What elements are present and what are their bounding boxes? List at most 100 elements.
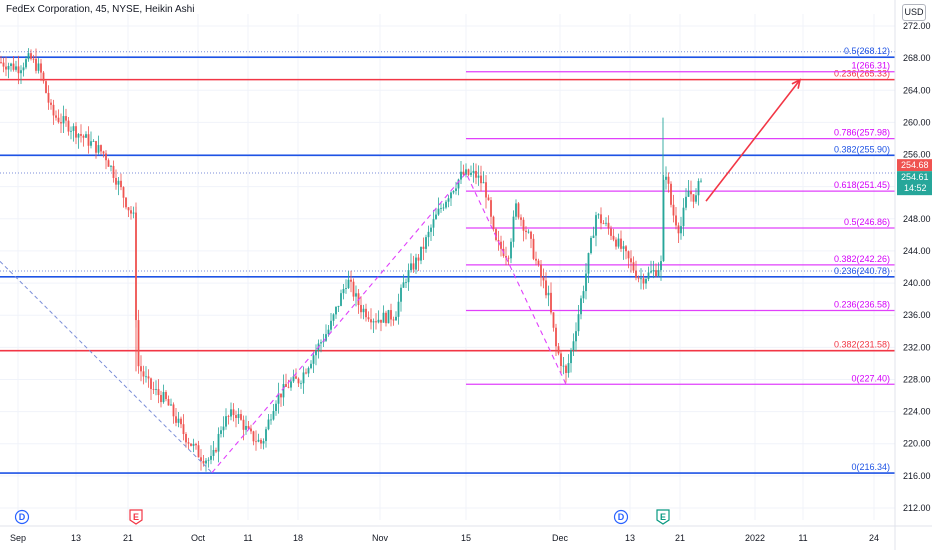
candle-body bbox=[662, 179, 665, 262]
candle-body bbox=[207, 459, 210, 461]
candle-body bbox=[170, 404, 172, 406]
zigzag-dashed-magenta[interactable] bbox=[211, 172, 567, 473]
candle-body bbox=[587, 253, 590, 274]
candle-body bbox=[580, 298, 582, 315]
fib-level-label: 0(227.40) bbox=[851, 373, 890, 383]
candle-body bbox=[655, 270, 657, 276]
x-tick-label: 11 bbox=[798, 533, 807, 543]
candle-body bbox=[112, 165, 115, 178]
candle-body bbox=[120, 180, 122, 188]
candle-body bbox=[620, 238, 622, 249]
candle-body bbox=[340, 293, 342, 306]
candle-body bbox=[342, 289, 345, 294]
candle-body bbox=[137, 320, 140, 367]
candle-body bbox=[577, 314, 580, 332]
candle-body bbox=[402, 282, 405, 288]
candle-body bbox=[585, 273, 587, 292]
candle-body bbox=[505, 255, 507, 258]
candle-body bbox=[612, 235, 615, 240]
candle-body bbox=[640, 278, 642, 280]
candle-body bbox=[500, 241, 502, 249]
y-tick-label: 228.00 bbox=[903, 374, 931, 384]
fib-level-label: 0.236(236.58) bbox=[834, 300, 890, 310]
candle-body bbox=[142, 371, 145, 377]
candle-body bbox=[55, 115, 57, 118]
candle-body bbox=[257, 439, 260, 442]
candle-body bbox=[627, 251, 630, 259]
y-tick-label: 248.00 bbox=[903, 214, 931, 224]
candle-body bbox=[592, 235, 595, 238]
candle-body bbox=[495, 229, 497, 240]
dividend-event-marker[interactable] bbox=[14, 509, 30, 525]
candle-body bbox=[555, 327, 557, 347]
candle-body bbox=[650, 271, 652, 273]
currency-button[interactable]: USD bbox=[902, 4, 926, 21]
level-label: 0.5(268.12) bbox=[844, 46, 890, 56]
candle-body bbox=[62, 116, 65, 124]
candle-body bbox=[582, 291, 585, 299]
candle-body bbox=[525, 230, 527, 233]
candle-body bbox=[422, 246, 425, 249]
x-tick-label: Sep bbox=[10, 533, 26, 543]
candle-body bbox=[517, 203, 520, 218]
candle-body bbox=[20, 70, 22, 74]
candle-body bbox=[52, 104, 55, 116]
y-tick-label: 272.00 bbox=[903, 21, 931, 31]
x-tick-label: 13 bbox=[625, 533, 635, 543]
candle-body bbox=[412, 263, 415, 270]
candle-body bbox=[295, 376, 297, 379]
candle-body bbox=[527, 231, 530, 233]
last-price-label: 254.68 bbox=[901, 160, 929, 170]
candle-body bbox=[37, 63, 40, 71]
candle-body bbox=[90, 141, 92, 146]
candle-body bbox=[442, 207, 445, 209]
trend-line-dashed-blue[interactable] bbox=[0, 261, 213, 473]
candle-body bbox=[247, 425, 250, 429]
projection-arrow[interactable] bbox=[705, 79, 801, 202]
candle-body bbox=[355, 293, 357, 297]
candle-body bbox=[420, 246, 422, 261]
candle-body bbox=[477, 175, 480, 178]
candle-body bbox=[270, 419, 272, 421]
candle-body bbox=[550, 292, 552, 313]
candle-body bbox=[530, 231, 532, 239]
candle-body bbox=[360, 305, 362, 313]
candle-body bbox=[347, 279, 350, 289]
candle-body bbox=[677, 225, 680, 234]
candle-body bbox=[647, 272, 650, 280]
candle-body bbox=[177, 418, 180, 423]
earnings-event-marker[interactable] bbox=[656, 509, 670, 525]
candle-body bbox=[320, 342, 322, 344]
symbol-title: FedEx Corporation, 45, NYSE, Heikin Ashi bbox=[6, 4, 195, 15]
candle-body bbox=[600, 214, 602, 224]
candle-body bbox=[480, 175, 482, 184]
candle-body bbox=[105, 153, 107, 161]
dividend-event-marker[interactable] bbox=[613, 509, 629, 525]
candle-body bbox=[690, 191, 692, 195]
candle-body bbox=[540, 264, 542, 278]
fib-level-label: 1(266.31) bbox=[851, 61, 890, 71]
candle-body bbox=[545, 280, 547, 296]
fib-level-label: 0.786(257.98) bbox=[834, 128, 890, 138]
candle-body bbox=[652, 270, 655, 272]
candle-body bbox=[632, 262, 635, 271]
candle-body bbox=[695, 195, 697, 202]
candle-body bbox=[262, 441, 265, 444]
candle-body bbox=[382, 312, 385, 323]
candle-body bbox=[440, 208, 442, 209]
y-tick-label: 212.00 bbox=[903, 503, 931, 513]
candle-body bbox=[485, 182, 487, 198]
x-tick-label: 2022 bbox=[745, 533, 765, 543]
candle-body bbox=[362, 308, 365, 313]
candle-body bbox=[110, 165, 112, 167]
earnings-event-marker[interactable] bbox=[129, 509, 143, 525]
candle-body bbox=[565, 365, 567, 373]
fib-level-label: 0.618(251.45) bbox=[834, 180, 890, 190]
candle-body bbox=[475, 170, 477, 178]
candle-body bbox=[330, 320, 332, 330]
candle-body bbox=[455, 188, 457, 191]
bid-price-box bbox=[897, 171, 932, 196]
candle-body bbox=[122, 187, 125, 198]
